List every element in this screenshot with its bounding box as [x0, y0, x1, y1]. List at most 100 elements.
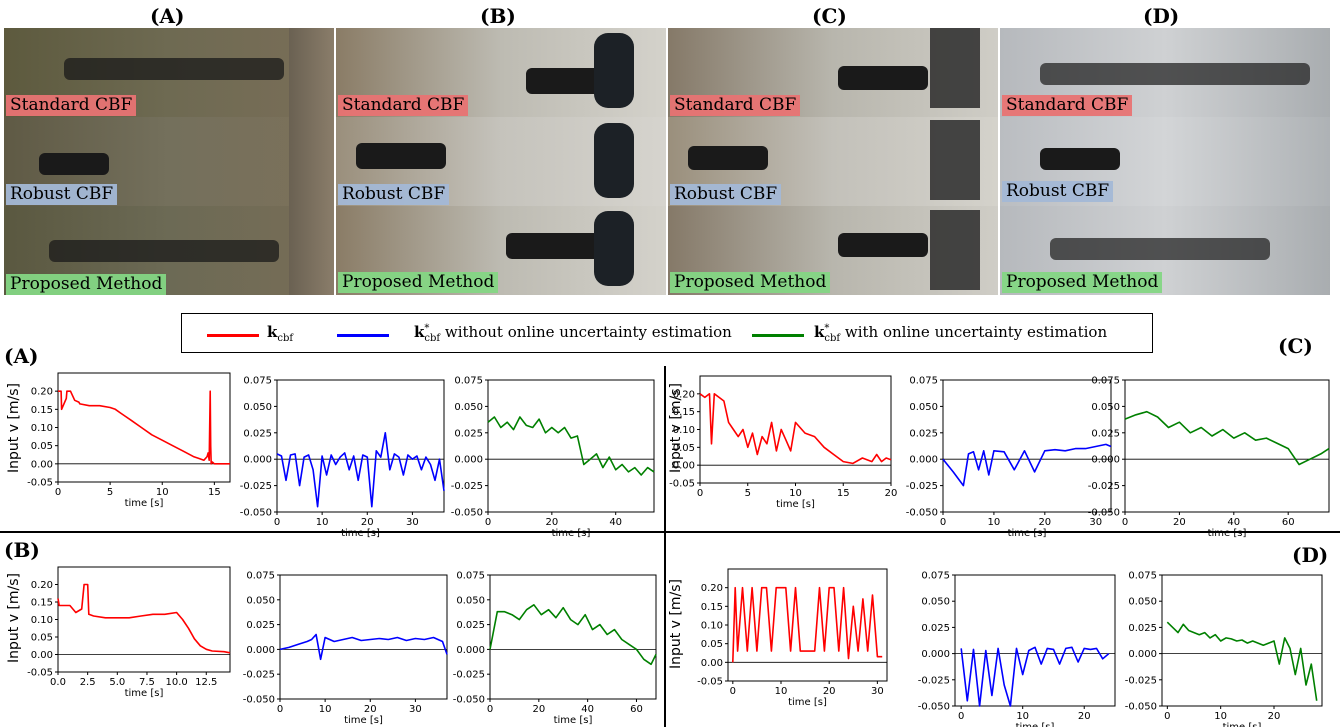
y-tick-label: -0.050	[453, 695, 485, 706]
y-tick-label: -0.025	[1125, 675, 1157, 686]
y-tick-label: 0.050	[909, 402, 938, 413]
x-tick-label: 0	[940, 517, 946, 528]
x-tick-label: 0	[274, 517, 280, 528]
x-tick-label: 0	[485, 517, 491, 528]
x-axis-label: time [s]	[341, 528, 380, 539]
y-tick-label: 0.050	[246, 595, 275, 606]
y-tick-label: 0.00	[31, 459, 53, 470]
x-tick-label: 30	[871, 686, 884, 697]
y-tick-label: -0.05	[697, 677, 723, 688]
legend-text-with: with online uncertainty estimation	[844, 323, 1108, 341]
legend-symbol: k	[414, 323, 425, 341]
y-tick-label: -0.050	[1125, 702, 1157, 713]
y-tick-label: -0.05	[669, 479, 695, 490]
legend-symbol: k	[814, 323, 825, 341]
y-tick-label: 0.025	[921, 623, 950, 634]
x-tick-label: 20	[1268, 711, 1281, 722]
y-tick-label: -0.05	[27, 668, 53, 679]
plot-frame	[487, 379, 655, 513]
y-tick-label: 0.075	[246, 571, 275, 582]
divider-horizontal	[0, 531, 1340, 533]
y-tick-label: 0.10	[31, 615, 53, 626]
y-tick-label: 0.025	[456, 620, 485, 631]
y-tick-label: 0.05	[31, 441, 53, 452]
y-tick-label: -0.025	[918, 675, 950, 686]
y-tick-label: -0.025	[906, 481, 938, 492]
x-tick-label: 20	[1173, 517, 1186, 528]
label-standard-cbf-d: Standard CBF	[1002, 95, 1133, 116]
y-tick-label: -0.05	[27, 478, 53, 489]
y-tick-label: 0.050	[243, 402, 272, 413]
y-tick-label: 0.05	[31, 633, 53, 644]
divider-vertical	[664, 366, 666, 727]
x-tick-label: 20	[1078, 711, 1091, 722]
photo-panel-c: Standard CBF Robust CBF Proposed Method	[668, 28, 998, 295]
plot-frame	[699, 375, 892, 484]
y-tick-label: 0.025	[1091, 428, 1120, 439]
y-tick-label: -0.025	[453, 670, 485, 681]
x-tick-label: 0	[1122, 517, 1128, 528]
label-proposed-method-a: Proposed Method	[6, 274, 167, 295]
y-tick-label: 0.000	[456, 645, 485, 656]
photo-title-d: (D)	[1143, 4, 1180, 28]
label-standard-cbf-a: Standard CBF	[6, 95, 137, 116]
legend-line-red	[207, 334, 259, 337]
section-label-c: (C)	[1278, 334, 1313, 358]
y-tick-label: 0.000	[243, 455, 272, 466]
y-axis-label: Input v [m/s]	[668, 579, 684, 669]
y-tick-label: 0.025	[1128, 623, 1157, 634]
x-tick-label: 0.0	[50, 677, 66, 688]
label-standard-cbf-b: Standard CBF	[338, 95, 469, 116]
legend-sub: cbf	[824, 333, 841, 344]
y-tick-label: 0.00	[701, 658, 723, 669]
y-tick-label: 0.000	[1128, 649, 1157, 660]
y-tick-label: 0.050	[456, 595, 485, 606]
x-tick-label: 0	[55, 487, 61, 498]
y-tick-label: 0.075	[454, 376, 483, 387]
plot-frame	[276, 379, 445, 513]
plot-frame	[954, 574, 1116, 707]
y-tick-label: 0.10	[701, 621, 723, 632]
y-tick-label: 0.075	[243, 376, 272, 387]
legend-item-kcbf: kcbf	[267, 323, 293, 344]
x-axis-label: time [s]	[1223, 722, 1262, 727]
y-tick-label: 0.05	[701, 639, 723, 650]
x-tick-label: 0	[277, 704, 283, 715]
x-tick-label: 10	[988, 517, 1001, 528]
label-proposed-method-b: Proposed Method	[338, 272, 499, 293]
x-tick-label: 30	[1089, 517, 1102, 528]
photo-title-c: (C)	[812, 4, 847, 28]
x-tick-label: 5.0	[109, 677, 125, 688]
y-tick-label: 0.000	[921, 649, 950, 660]
section-label-b: (B)	[4, 538, 40, 562]
x-tick-label: 60	[1282, 517, 1295, 528]
y-tick-label: 0.025	[246, 620, 275, 631]
x-tick-label: 10	[319, 704, 332, 715]
x-tick-label: 5	[107, 487, 113, 498]
x-axis-label: time [s]	[552, 528, 591, 539]
x-tick-label: 5	[745, 488, 751, 499]
plot-frame	[279, 574, 448, 700]
x-tick-label: 10	[775, 686, 788, 697]
photo-title-b: (B)	[480, 4, 516, 28]
legend: kcbf k*cbf without online uncertainty es…	[181, 313, 1153, 353]
label-proposed-method-d: Proposed Method	[1002, 272, 1163, 293]
y-tick-label: -0.025	[1088, 481, 1120, 492]
legend-sub: cbf	[277, 333, 294, 344]
x-tick-label: 60	[630, 704, 643, 715]
label-robust-cbf-d: Robust CBF	[1002, 181, 1114, 202]
y-tick-label: -0.025	[243, 670, 275, 681]
x-tick-label: 20	[364, 704, 377, 715]
legend-item-kcbf-star-without: k*cbf without online uncertainty estimat…	[414, 323, 732, 344]
x-tick-label: 7.5	[139, 677, 155, 688]
x-tick-label: 30	[406, 517, 419, 528]
plot-frame	[489, 574, 657, 700]
x-tick-label: 2.5	[80, 677, 96, 688]
y-tick-label: 0.075	[921, 571, 950, 582]
x-tick-label: 20	[885, 488, 898, 499]
x-tick-label: 30	[409, 704, 422, 715]
series-line	[942, 443, 1112, 487]
y-axis-label: Input v [m/s]	[6, 383, 22, 473]
y-tick-label: 0.10	[673, 425, 695, 436]
